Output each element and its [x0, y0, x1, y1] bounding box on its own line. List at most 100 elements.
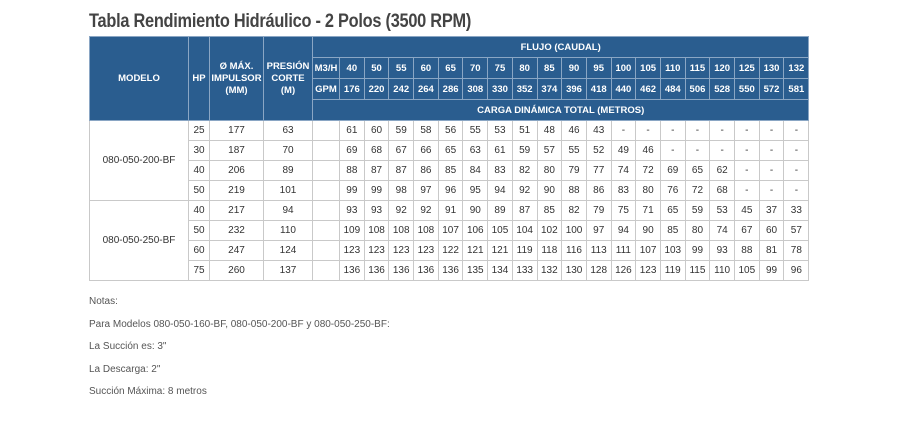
head-value-cell: 68: [709, 180, 735, 201]
head-value-cell: 59: [684, 200, 711, 221]
head-value-cell: 95: [462, 180, 489, 201]
header-gpm-value: 330: [487, 78, 513, 100]
notes-heading: Notas:: [89, 296, 118, 307]
head-value-cell: 72: [635, 160, 661, 181]
head-value-cell: 108: [363, 220, 390, 241]
head-value-cell: 74: [709, 220, 735, 241]
header-m3h-value: 65: [437, 57, 464, 79]
head-value-cell: 71: [635, 200, 661, 221]
head-value-cell: 126: [610, 260, 637, 281]
hp-cell: 40: [188, 160, 210, 181]
head-value-cell: 116: [561, 240, 587, 261]
head-value-cell: -: [635, 120, 661, 141]
head-value-cell: 107: [437, 220, 464, 241]
head-value-cell: 80: [684, 220, 711, 241]
table-body: 080-050-200-BF 25 177 63 61 60 59 58 56 55 53 51 48 4…: [89, 120, 810, 281]
head-value-cell: -: [610, 120, 637, 141]
head-value-cell: 136: [388, 260, 415, 281]
notes: Notas: Para Modelos 080-050-160-BF, 080-…: [89, 295, 811, 408]
head-value-cell: 96: [783, 260, 810, 281]
head-value-cell: 99: [758, 260, 785, 281]
head-value-cell: 60: [758, 220, 785, 241]
header-gpm-value: 242: [388, 78, 415, 100]
note-models: Para Modelos 080-050-160-BF, 080-050-200…: [89, 318, 390, 330]
header-gpm-value: 506: [684, 78, 711, 100]
head-value-cell: 134: [487, 260, 513, 281]
note-succion-maxima: Succión Máxima: 8 metros: [89, 386, 207, 397]
head-value-cell: 66: [413, 140, 439, 161]
impulsor-cell: 187: [209, 140, 264, 161]
table-row: 080-050-200-BF 25 177 63 61 60 59 58 56 55 53 51 48 4…: [89, 120, 810, 201]
head-value-cell: 52: [585, 140, 612, 161]
head-value-cell: 84: [462, 160, 489, 181]
head-value-cell: 107: [635, 240, 661, 261]
table-header: MODELO HP Ø MÁX. IMPULSOR (MM) PRESIÓN C…: [89, 36, 810, 121]
head-value-cell: 113: [585, 240, 612, 261]
head-value-cell: 59: [511, 140, 538, 161]
header-m3h-value: 40: [339, 57, 365, 79]
table-row: 60 247 124 123 123 123 123 122 121 121 119 118 116 11…: [90, 240, 810, 261]
head-value-cell: 93: [339, 200, 365, 221]
head-value-cell: 65: [684, 160, 711, 181]
head-value-cell: 83: [610, 180, 637, 201]
head-value-cell: 82: [561, 200, 587, 221]
head-value-cell: 96: [437, 180, 464, 201]
header-m3h-value: 132: [783, 57, 810, 79]
head-value-cell: 63: [462, 140, 489, 161]
hp-cell: 50: [188, 180, 210, 201]
head-value-cell: 51: [511, 120, 538, 141]
hp-cell: 40: [188, 200, 210, 221]
header-m3h-value: 70: [462, 57, 489, 79]
table-row: 080-050-250-BF 40 217 94 93 93 92 92 91 90 89 87 85 8…: [89, 200, 810, 281]
head-value-cell: 128: [585, 260, 612, 281]
head-value-cell: 78: [783, 240, 810, 261]
head-value-cell: 135: [462, 260, 489, 281]
head-value-cell: 90: [536, 180, 563, 201]
header-m3h-value: 60: [413, 57, 439, 79]
head-value-cell: -: [783, 180, 810, 201]
head-value-cell: 62: [709, 160, 735, 181]
presion-cell: 137: [263, 260, 313, 281]
head-value-cell: 49: [610, 140, 637, 161]
header-impulsor-line3: (MM): [225, 84, 248, 96]
performance-table: MODELO HP Ø MÁX. IMPULSOR (MM) PRESIÓN C…: [89, 36, 810, 281]
head-value-cell: 85: [659, 220, 686, 241]
hp-cell: 30: [188, 140, 210, 161]
head-value-cell: 90: [635, 220, 661, 241]
head-value-cell: 43: [585, 120, 612, 141]
head-value-cell: 87: [363, 160, 390, 181]
head-value-cell: -: [684, 140, 711, 161]
head-value-cell: 82: [511, 160, 538, 181]
head-value-cell: 93: [363, 200, 390, 221]
header-gpm-value: 264: [413, 78, 439, 100]
head-value-cell: 67: [734, 220, 760, 241]
head-value-cell: 74: [610, 160, 637, 181]
head-value-cell: -: [758, 180, 785, 201]
head-value-cell: 121: [487, 240, 513, 261]
header-m3h-row: M3/H 40 50 55 60 65 70 75 80 85 90 95 100 105 110 115 1…: [90, 57, 810, 79]
model-cell: 080-050-200-BF: [89, 120, 189, 201]
header-gpm-value: 396: [561, 78, 587, 100]
head-value-cell: 80: [536, 160, 563, 181]
header-m3h-value: 55: [388, 57, 415, 79]
head-value-cell: -: [734, 120, 760, 141]
header-presion-line2: CORTE: [271, 72, 305, 84]
head-value-cell: 88: [734, 240, 760, 261]
head-value-cell: 97: [585, 220, 612, 241]
header-m3h-value: 75: [487, 57, 513, 79]
header-gpm-value: 286: [437, 78, 464, 100]
header-gpm-value: 462: [635, 78, 661, 100]
head-value-cell: 33: [783, 200, 810, 221]
model-cell: 080-050-250-BF: [89, 200, 189, 281]
header-gpm-value: 528: [709, 78, 735, 100]
head-value-cell: 133: [511, 260, 538, 281]
header-gpm-value: 572: [758, 78, 785, 100]
presion-cell: 63: [263, 120, 313, 141]
impulsor-cell: 247: [209, 240, 264, 261]
head-value-cell: 90: [462, 200, 489, 221]
head-value-cell: 46: [635, 140, 661, 161]
head-value-cell: -: [758, 160, 785, 181]
header-m3h-value: 100: [610, 57, 637, 79]
head-value-cell: 45: [734, 200, 760, 221]
head-value-cell: 108: [413, 220, 439, 241]
